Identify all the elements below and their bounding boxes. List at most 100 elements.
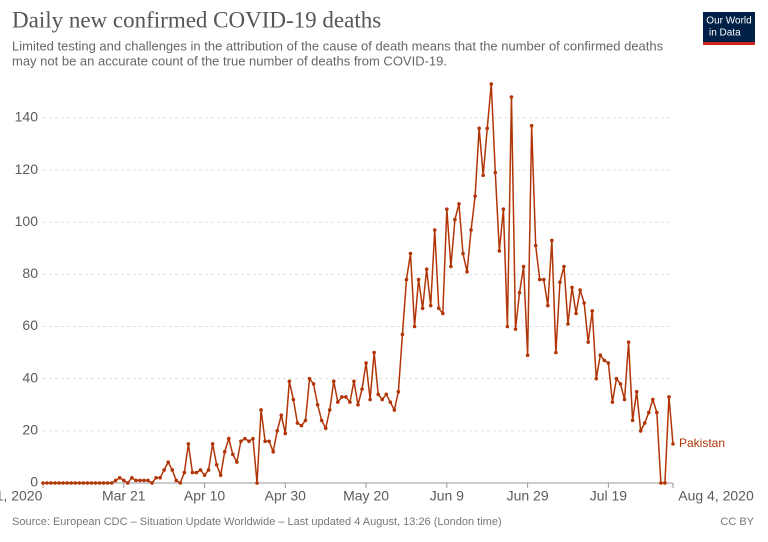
point <box>295 421 300 425</box>
point <box>582 301 586 305</box>
line <box>43 83 674 485</box>
point <box>186 442 191 446</box>
point <box>445 207 449 211</box>
point <box>222 449 227 454</box>
x-tick-label: Aug 4, 2020 <box>678 488 754 504</box>
point <box>574 311 578 316</box>
point <box>432 228 437 232</box>
point <box>202 473 207 477</box>
point <box>348 400 352 404</box>
logo[interactable]: Our World in Data <box>703 12 755 45</box>
point <box>154 475 158 480</box>
y-tick-label: 0 <box>30 474 38 490</box>
point <box>247 439 251 444</box>
point <box>481 173 485 178</box>
point <box>299 423 304 428</box>
point <box>509 95 514 99</box>
point <box>214 462 219 467</box>
point <box>235 460 239 464</box>
point <box>194 470 199 475</box>
point <box>590 309 595 313</box>
point <box>319 418 324 423</box>
chart-title: Daily new confirmed COVID-19 deaths <box>12 7 381 32</box>
source: Source: European CDC – Situation Update … <box>12 516 502 528</box>
point <box>198 468 203 472</box>
point <box>109 481 114 485</box>
point <box>303 418 308 423</box>
point <box>336 400 340 404</box>
point <box>53 481 57 485</box>
point <box>142 478 146 483</box>
point <box>150 481 154 485</box>
point <box>327 408 332 412</box>
x-tick-label: Jun 29 <box>507 488 549 504</box>
point <box>81 481 86 485</box>
point <box>255 481 259 485</box>
point <box>101 481 106 485</box>
point <box>602 358 607 363</box>
point <box>562 264 566 269</box>
x-tick-label: Mar 1, 2020 <box>0 488 43 504</box>
point <box>275 429 280 433</box>
point <box>360 387 364 391</box>
point <box>364 361 368 365</box>
point <box>638 429 643 433</box>
point <box>529 123 534 128</box>
point <box>517 290 522 295</box>
point <box>291 397 296 402</box>
point <box>642 421 647 425</box>
point <box>287 379 292 384</box>
point <box>376 392 380 397</box>
point <box>65 481 70 485</box>
point <box>614 376 619 381</box>
series-label: Pakistan <box>679 436 725 450</box>
point <box>105 481 110 485</box>
point <box>537 277 542 282</box>
point <box>182 470 187 475</box>
point <box>400 332 405 337</box>
point <box>263 439 267 444</box>
point <box>404 277 409 282</box>
point <box>251 436 255 441</box>
point <box>626 340 631 344</box>
point <box>226 436 231 441</box>
logo-box <box>703 12 755 45</box>
point <box>283 431 288 436</box>
y-tick-label: 120 <box>15 161 39 177</box>
point <box>162 468 166 472</box>
point <box>630 418 635 423</box>
point <box>61 481 65 485</box>
point <box>671 442 675 446</box>
point <box>73 481 78 485</box>
point <box>93 481 98 485</box>
subtitle: Limited testing and challenges in the at… <box>12 38 664 53</box>
point <box>489 82 494 86</box>
point <box>89 481 94 485</box>
point <box>501 207 506 211</box>
point <box>311 382 316 386</box>
point <box>461 251 465 256</box>
point <box>473 194 477 198</box>
point <box>178 481 183 485</box>
point <box>121 478 126 483</box>
point <box>436 306 441 311</box>
point <box>610 400 615 404</box>
point <box>651 397 655 402</box>
x-tick-label: Apr 10 <box>184 488 225 504</box>
point <box>323 426 328 431</box>
point <box>372 350 376 355</box>
x-tick-label: Jun 9 <box>430 488 464 504</box>
point <box>170 468 175 472</box>
point <box>566 322 570 326</box>
point <box>210 442 215 446</box>
point <box>190 470 195 475</box>
point <box>554 350 558 355</box>
point <box>606 361 611 365</box>
license: CC BY <box>720 516 754 528</box>
point <box>97 481 102 485</box>
point <box>449 264 453 269</box>
point <box>416 277 421 282</box>
point <box>618 382 623 386</box>
point <box>533 243 538 248</box>
